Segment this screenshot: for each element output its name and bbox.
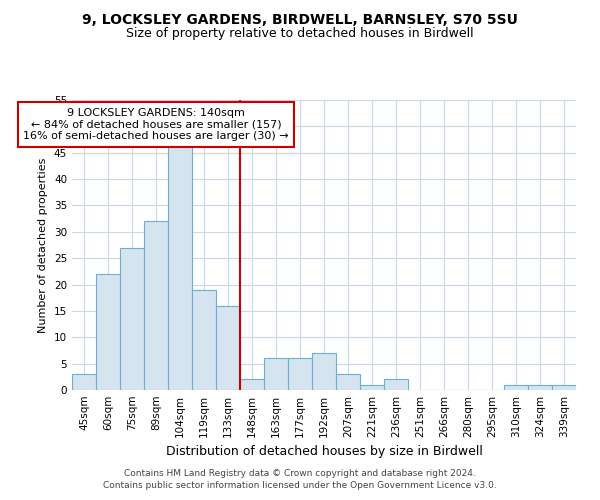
- Bar: [384, 380, 408, 390]
- Bar: [288, 358, 312, 390]
- Y-axis label: Number of detached properties: Number of detached properties: [38, 158, 49, 332]
- Text: 9 LOCKSLEY GARDENS: 140sqm
← 84% of detached houses are smaller (157)
16% of sem: 9 LOCKSLEY GARDENS: 140sqm ← 84% of deta…: [23, 108, 289, 141]
- Bar: [360, 384, 384, 390]
- Bar: [336, 374, 360, 390]
- Text: Contains public sector information licensed under the Open Government Licence v3: Contains public sector information licen…: [103, 481, 497, 490]
- Text: Contains HM Land Registry data © Crown copyright and database right 2024.: Contains HM Land Registry data © Crown c…: [124, 468, 476, 477]
- Bar: [528, 384, 552, 390]
- Bar: [96, 274, 120, 390]
- Bar: [168, 148, 192, 390]
- Text: 9, LOCKSLEY GARDENS, BIRDWELL, BARNSLEY, S70 5SU: 9, LOCKSLEY GARDENS, BIRDWELL, BARNSLEY,…: [82, 12, 518, 26]
- Bar: [264, 358, 288, 390]
- Bar: [312, 353, 336, 390]
- Bar: [72, 374, 96, 390]
- Bar: [192, 290, 216, 390]
- X-axis label: Distribution of detached houses by size in Birdwell: Distribution of detached houses by size …: [166, 446, 482, 458]
- Bar: [144, 222, 168, 390]
- Bar: [120, 248, 144, 390]
- Bar: [216, 306, 240, 390]
- Bar: [240, 380, 264, 390]
- Text: Size of property relative to detached houses in Birdwell: Size of property relative to detached ho…: [126, 28, 474, 40]
- Bar: [552, 384, 576, 390]
- Bar: [504, 384, 528, 390]
